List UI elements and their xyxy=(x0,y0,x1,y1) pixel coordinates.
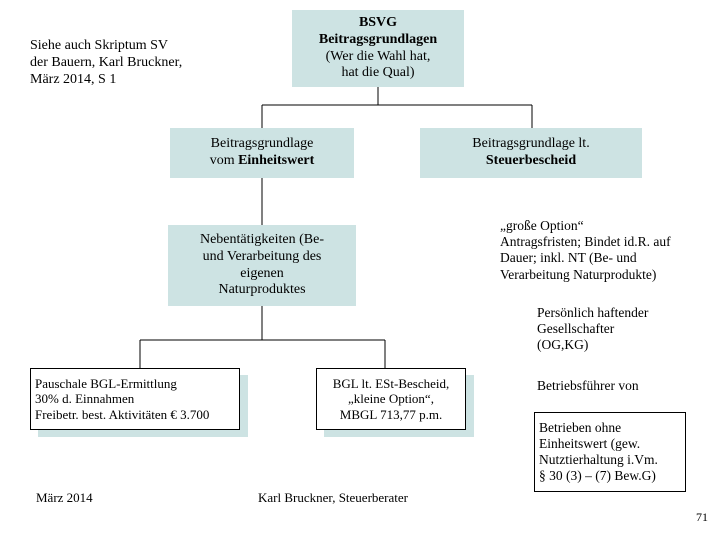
gesellschafter-note: Persönlich haftender Gesellschafter (OG,… xyxy=(537,305,707,354)
pauschale-line1: Pauschale BGL-Ermittlung xyxy=(35,376,177,392)
child-right-line1: Beitragsgrundlage lt. xyxy=(472,136,589,153)
betrieben-box: Betrieben ohne Einheitswert (gew. Nutzti… xyxy=(534,412,686,492)
ges-line2: Gesellschafter xyxy=(537,321,614,336)
root-line4: hat die Qual) xyxy=(341,65,414,82)
child-left-line2: vom Einheitswert xyxy=(210,153,315,170)
betrieben-line1: Betrieben ohne xyxy=(539,420,621,436)
root-line1: BSVG xyxy=(359,15,397,32)
pauschale-box: Pauschale BGL-Ermittlung 30% d. Einnahme… xyxy=(30,368,240,430)
child-left-box: Beitragsgrundlage vom Einheitswert xyxy=(170,128,354,178)
bgl-box: BGL lt. ESt-Bescheid, „kleine Option“, M… xyxy=(316,368,466,430)
grosse-option-note: „große Option“ Antragsfristen; Bindet id… xyxy=(500,218,700,283)
footer-center: Karl Bruckner, Steuerberater xyxy=(258,490,408,506)
child-left-line1: Beitragsgrundlage xyxy=(211,136,314,153)
pauschale-line3: Freibetr. best. Aktivitäten € 3.700 xyxy=(35,407,209,423)
reference-line1: Siehe auch Skriptum SV xyxy=(30,38,168,53)
betriebsfuehrer-text: Betriebsführer von xyxy=(537,378,639,393)
footer-left: März 2014 xyxy=(36,490,93,506)
root-line2: Beitragsgrundlagen xyxy=(319,32,437,49)
betrieben-line2: Einheitswert (gew. xyxy=(539,436,640,452)
neben-line1: Nebentätigkeiten (Be- xyxy=(200,232,324,249)
bgl-line2: „kleine Option“, xyxy=(348,391,434,407)
betriebsfuehrer-note: Betriebsführer von xyxy=(537,378,707,394)
reference-line3: März 2014, S 1 xyxy=(30,72,116,87)
root-line3: (Wer die Wahl hat, xyxy=(326,49,431,66)
bgl-line1: BGL lt. ESt-Bescheid, xyxy=(333,376,450,392)
ges-line3: (OG,KG) xyxy=(537,337,588,352)
betrieben-line4: § 30 (3) – (7) Bew.G) xyxy=(539,468,656,484)
neben-line2: und Verarbeitung des xyxy=(203,249,322,266)
reference-line2: der Bauern, Karl Bruckner, xyxy=(30,55,182,70)
reference-note: Siehe auch Skriptum SV der Bauern, Karl … xyxy=(30,38,260,88)
root-box: BSVG Beitragsgrundlagen (Wer die Wahl ha… xyxy=(292,10,464,87)
go-line3: Dauer; inkl. NT (Be- und xyxy=(500,250,637,265)
go-line1: „große Option“ xyxy=(500,218,584,233)
slide-number: 71 xyxy=(696,510,708,525)
neben-line3: eigenen xyxy=(240,266,284,283)
child-right-line2: Steuerbescheid xyxy=(486,153,576,170)
child-right-box: Beitragsgrundlage lt. Steuerbescheid xyxy=(420,128,642,178)
betrieben-line3: Nutztierhaltung i.Vm. xyxy=(539,452,658,468)
pauschale-line2: 30% d. Einnahmen xyxy=(35,391,134,407)
neben-line4: Naturproduktes xyxy=(218,282,305,299)
neben-box: Nebentätigkeiten (Be- und Verarbeitung d… xyxy=(168,225,356,306)
go-line2: Antragsfristen; Bindet id.R. auf xyxy=(500,234,671,249)
ges-line1: Persönlich haftender xyxy=(537,305,648,320)
bgl-line3: MBGL 713,77 p.m. xyxy=(340,407,442,423)
go-line4: Verarbeitung Naturprodukte) xyxy=(500,267,656,282)
